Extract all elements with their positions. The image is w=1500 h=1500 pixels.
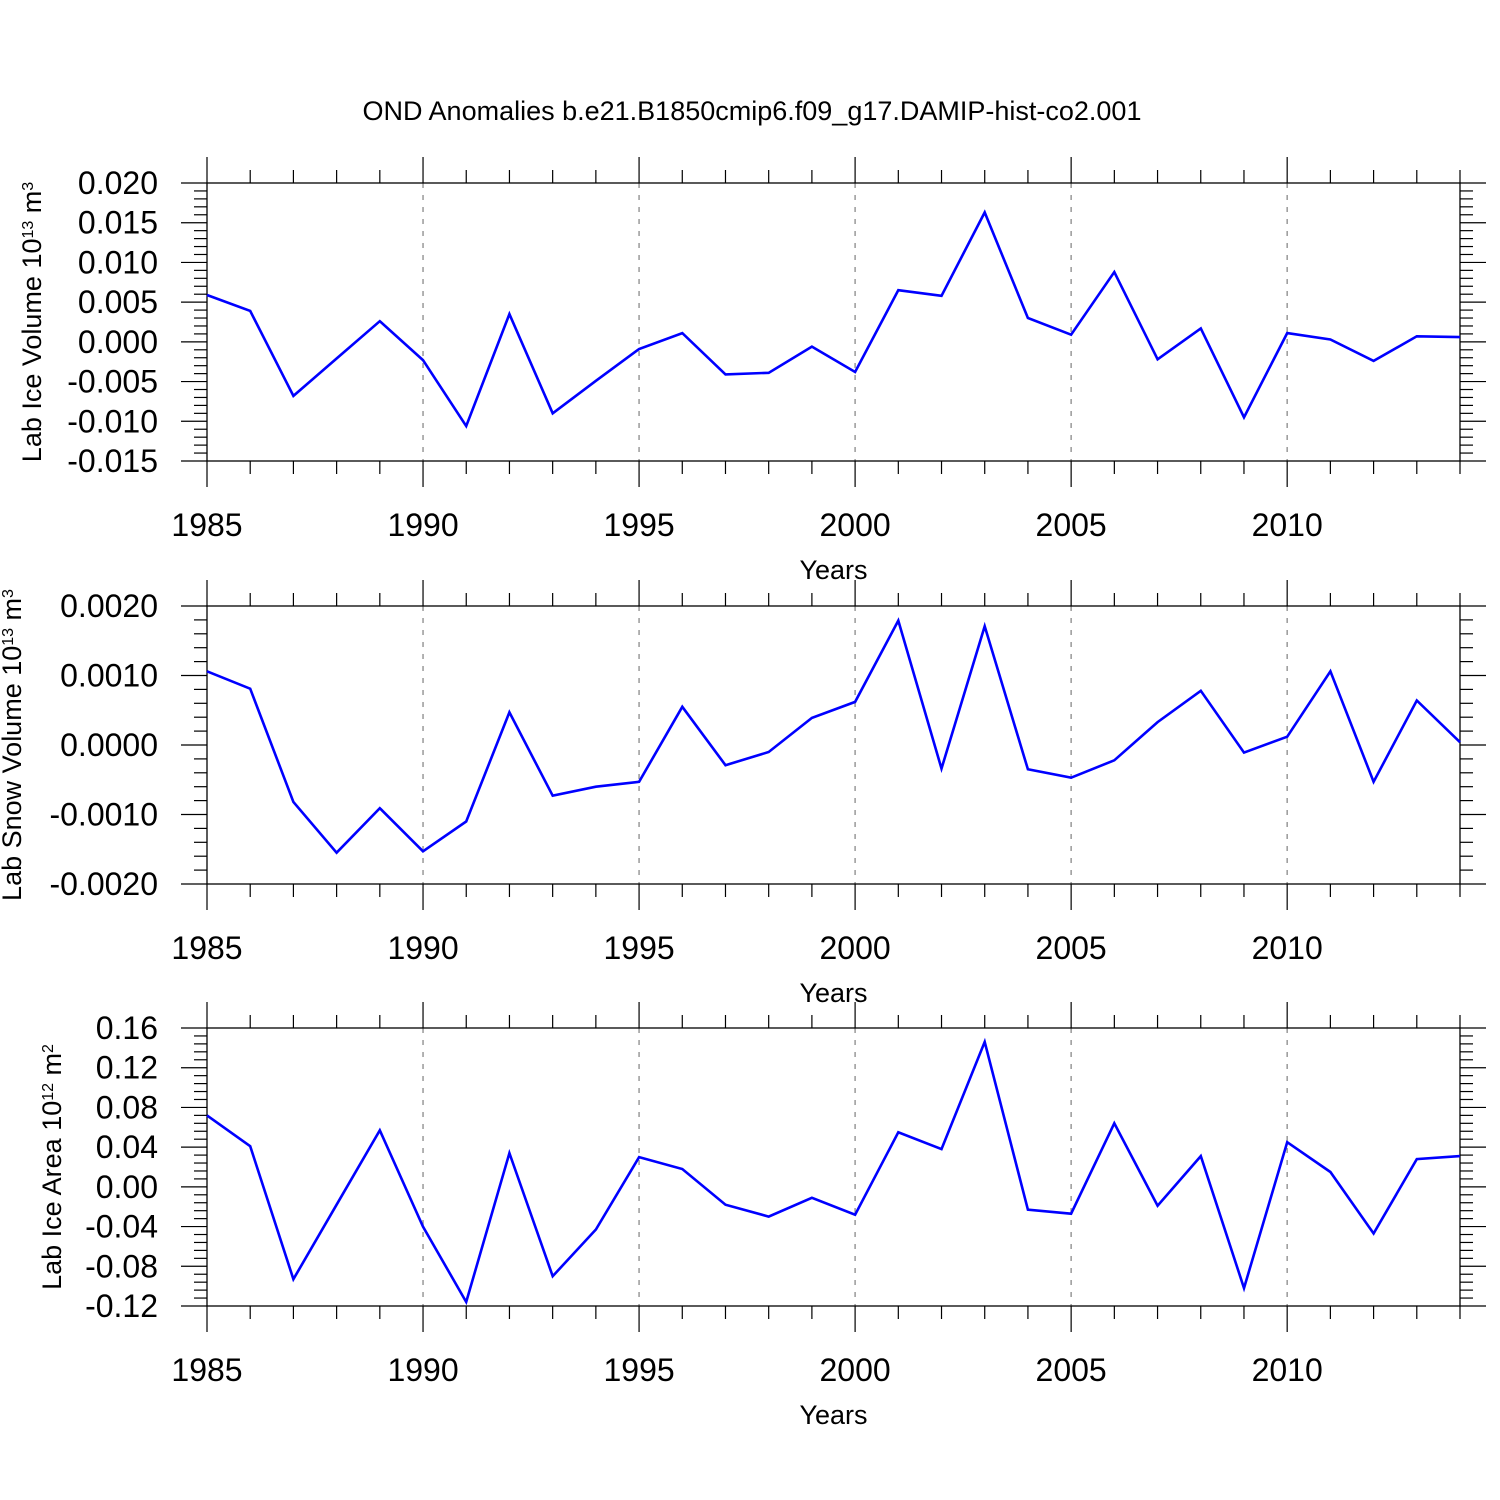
y-tick-label: 0.0020 — [60, 588, 158, 624]
y-tick-label: 0.12 — [96, 1050, 158, 1086]
y-tick-label: -0.0010 — [49, 797, 158, 833]
y-tick-label: -0.015 — [67, 443, 158, 479]
x-tick-label: 2005 — [1036, 930, 1107, 966]
x-tick-label: 2005 — [1036, 507, 1107, 543]
x-tick-label: 2010 — [1252, 1352, 1323, 1388]
series-line — [206, 617, 1461, 855]
plot-frame — [206, 1027, 1461, 1307]
x-tick-label: 1985 — [171, 1352, 242, 1388]
x-axis-title: Years — [799, 1400, 867, 1430]
y-tick-label: 0.020 — [78, 165, 158, 201]
y-tick-label: 0.00 — [96, 1169, 158, 1205]
series-line — [206, 1037, 1461, 1306]
x-tick-label: 2000 — [820, 1352, 891, 1388]
x-axis-title: Years — [799, 555, 867, 585]
x-tick-label: 2010 — [1252, 930, 1323, 966]
x-tick-label: 2000 — [820, 930, 891, 966]
y-tick-label: 0.16 — [96, 1010, 158, 1046]
y-tick-label: 0.0000 — [60, 727, 158, 763]
y-tick-label: -0.12 — [85, 1288, 158, 1324]
y-tick-label: 0.04 — [96, 1129, 158, 1165]
x-tick-label: 1990 — [387, 930, 458, 966]
figure-title: OND Anomalies b.e21.B1850cmip6.f09_g17.D… — [363, 96, 1142, 126]
chart-panel-2: 0.0020 0.0010 0.0000 -0.0010 -0.0020 1985 1990… — [0, 580, 1486, 1008]
y-tick-label: 0.010 — [78, 244, 158, 280]
series-line — [206, 209, 1461, 429]
x-tick-label: 1985 — [171, 507, 242, 543]
x-tick-label: 2000 — [820, 507, 891, 543]
y-tick-label: -0.005 — [67, 364, 158, 400]
y-axis-title: Lab Snow Volume 1013 m3 — [0, 589, 27, 901]
plot-frame — [206, 182, 1461, 462]
x-axis-title: Years — [799, 978, 867, 1008]
y-tick-label: 0.000 — [78, 324, 158, 360]
y-axis-title: Lab Ice Volume 1013 m3 — [17, 182, 47, 462]
x-tick-label: 1990 — [387, 1352, 458, 1388]
x-tick-label: 1995 — [603, 930, 674, 966]
chart-panel-3: 0.16 0.120.08 0.04 0.00 -0.04-0.08 -0.12 1985 1… — [37, 1002, 1486, 1430]
y-tick-label: -0.010 — [67, 403, 158, 439]
x-tick-label: 1995 — [603, 507, 674, 543]
x-tick-label: 1985 — [171, 930, 242, 966]
y-tick-label: 0.0010 — [60, 658, 158, 694]
x-tick-label: 2005 — [1036, 1352, 1107, 1388]
y-tick-label: -0.04 — [85, 1209, 158, 1245]
y-tick-label: 0.015 — [78, 205, 158, 241]
y-tick-label: 0.005 — [78, 284, 158, 320]
plot-frame — [206, 605, 1461, 885]
y-tick-label: -0.08 — [85, 1248, 158, 1284]
x-tick-label: 2010 — [1252, 507, 1323, 543]
x-tick-label: 1990 — [387, 507, 458, 543]
y-axis-title: Lab Ice Area 1012 m2 — [37, 1044, 67, 1290]
x-tick-label: 1995 — [603, 1352, 674, 1388]
y-tick-label: 0.08 — [96, 1089, 158, 1125]
y-tick-label: -0.0020 — [49, 866, 158, 902]
